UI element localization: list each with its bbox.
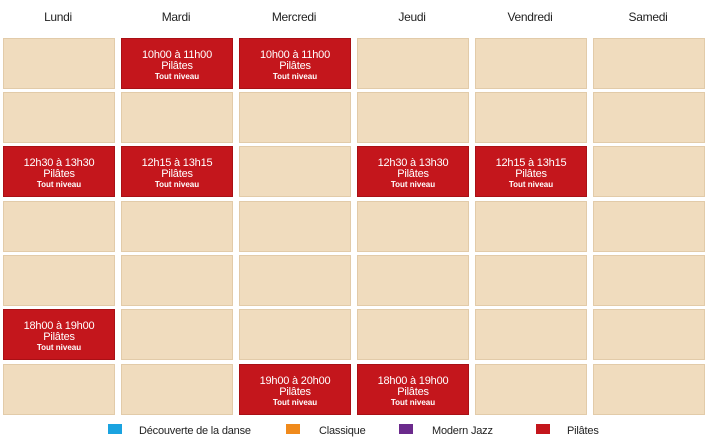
class-slot-mardi-row-3[interactable]: 12h15 à 13h15 Pilâtes Tout niveau	[121, 146, 233, 197]
class-level: Tout niveau	[36, 180, 82, 189]
empty-slot-mercredi-row-6	[239, 309, 351, 360]
class-slot-lundi-row-3[interactable]: 12h30 à 13h30 Pilâtes Tout niveau	[3, 146, 115, 197]
class-slot-jeudi-row-3[interactable]: 12h30 à 13h30 Pilâtes Tout niveau	[357, 146, 469, 197]
empty-slot-samedi-row-1	[593, 38, 705, 89]
empty-slot-samedi-row-3	[593, 146, 705, 197]
empty-slot-jeudi-row-2	[357, 92, 469, 143]
day-header-mercredi: Mercredi	[271, 10, 317, 24]
class-name: Pilâtes	[515, 168, 547, 180]
class-level: Tout niveau	[154, 180, 200, 189]
class-name: Pilâtes	[161, 168, 193, 180]
empty-slot-mercredi-row-3	[239, 146, 351, 197]
class-level: Tout niveau	[508, 180, 554, 189]
empty-slot-vendredi-row-1	[475, 38, 587, 89]
day-header-samedi: Samedi	[628, 10, 668, 24]
class-time: 10h00 à 11h00	[260, 49, 330, 61]
class-slot-mercredi-row-1[interactable]: 10h00 à 11h00 Pilâtes Tout niveau	[239, 38, 351, 89]
class-name: Pilâtes	[397, 168, 429, 180]
class-level: Tout niveau	[272, 398, 318, 407]
class-level: Tout niveau	[390, 180, 436, 189]
legend-swatch-decouverte	[108, 424, 122, 434]
day-header-row: Lundi Mardi Mercredi Jeudi Vendredi Same…	[0, 0, 708, 34]
empty-slot-lundi-row-7	[3, 364, 115, 415]
empty-slot-jeudi-row-1	[357, 38, 469, 89]
class-level: Tout niveau	[36, 343, 82, 352]
class-slot-mercredi-row-7[interactable]: 19h00 à 20h00 Pilâtes Tout niveau	[239, 364, 351, 415]
empty-slot-lundi-row-4	[3, 201, 115, 252]
class-name: Pilâtes	[43, 168, 75, 180]
empty-slot-mardi-row-7	[121, 364, 233, 415]
class-level: Tout niveau	[272, 72, 318, 81]
class-name: Pilâtes	[397, 386, 429, 398]
day-header-mardi: Mardi	[161, 10, 191, 24]
legend-swatch-pilates	[536, 424, 550, 434]
empty-slot-samedi-row-6	[593, 309, 705, 360]
empty-slot-samedi-row-4	[593, 201, 705, 252]
class-slot-jeudi-row-7[interactable]: 18h00 à 19h00 Pilâtes Tout niveau	[357, 364, 469, 415]
empty-slot-vendredi-row-6	[475, 309, 587, 360]
day-header-jeudi: Jeudi	[398, 10, 426, 24]
day-header-lundi: Lundi	[44, 10, 72, 24]
empty-slot-lundi-row-5	[3, 255, 115, 306]
legend-label-decouverte: Découverte de la danse	[139, 425, 251, 437]
class-time: 12h30 à 13h30	[377, 157, 449, 169]
class-slot-vendredi-row-3[interactable]: 12h15 à 13h15 Pilâtes Tout niveau	[475, 146, 587, 197]
empty-slot-vendredi-row-7	[475, 364, 587, 415]
empty-slot-mardi-row-5	[121, 255, 233, 306]
legend-swatch-classique	[286, 424, 300, 434]
empty-slot-mercredi-row-5	[239, 255, 351, 306]
class-time: 12h15 à 13h15	[495, 157, 567, 169]
empty-slot-samedi-row-2	[593, 92, 705, 143]
legend-label-pilates: Pilâtes	[567, 425, 599, 437]
legend: Découverte de la danse Classique Modern …	[0, 421, 708, 441]
empty-slot-jeudi-row-5	[357, 255, 469, 306]
empty-slot-mercredi-row-2	[239, 92, 351, 143]
class-time: 12h30 à 13h30	[23, 157, 95, 169]
class-name: Pilâtes	[279, 60, 311, 72]
empty-slot-samedi-row-7	[593, 364, 705, 415]
empty-slot-jeudi-row-4	[357, 201, 469, 252]
empty-slot-mardi-row-6	[121, 309, 233, 360]
empty-slot-mardi-row-4	[121, 201, 233, 252]
class-level: Tout niveau	[154, 72, 200, 81]
empty-slot-vendredi-row-2	[475, 92, 587, 143]
legend-swatch-modern-jazz	[399, 424, 413, 434]
class-time: 12h15 à 13h15	[141, 157, 213, 169]
class-level: Tout niveau	[390, 398, 436, 407]
empty-slot-vendredi-row-5	[475, 255, 587, 306]
empty-slot-lundi-row-1	[3, 38, 115, 89]
empty-slot-jeudi-row-6	[357, 309, 469, 360]
class-time: 18h00 à 19h00	[23, 320, 95, 332]
empty-slot-mardi-row-2	[121, 92, 233, 143]
class-slot-lundi-row-6[interactable]: 18h00 à 19h00 Pilâtes Tout niveau	[3, 309, 115, 360]
empty-slot-samedi-row-5	[593, 255, 705, 306]
class-time: 19h00 à 20h00	[259, 375, 331, 387]
empty-slot-mercredi-row-4	[239, 201, 351, 252]
empty-slot-vendredi-row-4	[475, 201, 587, 252]
legend-label-classique: Classique	[319, 425, 366, 437]
class-slot-mardi-row-1[interactable]: 10h00 à 11h00 Pilâtes Tout niveau	[121, 38, 233, 89]
empty-slot-lundi-row-2	[3, 92, 115, 143]
legend-label-modern-jazz: Modern Jazz	[432, 425, 493, 437]
class-time: 18h00 à 19h00	[377, 375, 449, 387]
class-name: Pilâtes	[279, 386, 311, 398]
class-time: 10h00 à 11h00	[142, 49, 212, 61]
class-name: Pilâtes	[43, 331, 75, 343]
class-name: Pilâtes	[161, 60, 193, 72]
day-header-vendredi: Vendredi	[507, 10, 553, 24]
